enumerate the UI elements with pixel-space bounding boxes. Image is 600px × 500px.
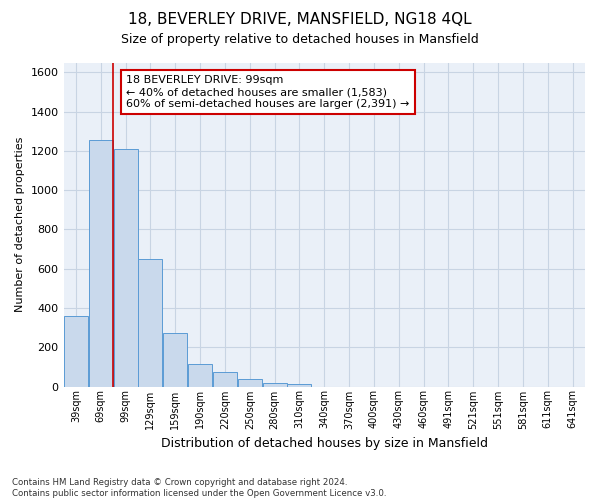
X-axis label: Distribution of detached houses by size in Mansfield: Distribution of detached houses by size …: [161, 437, 488, 450]
Bar: [113, 149, 137, 386]
Bar: [213, 372, 237, 386]
Text: 18, BEVERLEY DRIVE, MANSFIELD, NG18 4QL: 18, BEVERLEY DRIVE, MANSFIELD, NG18 4QL: [128, 12, 472, 28]
Text: Contains HM Land Registry data © Crown copyright and database right 2024.
Contai: Contains HM Land Registry data © Crown c…: [12, 478, 386, 498]
Bar: [139, 259, 163, 386]
Bar: [188, 364, 212, 386]
Text: Size of property relative to detached houses in Mansfield: Size of property relative to detached ho…: [121, 32, 479, 46]
Bar: [163, 334, 187, 386]
Bar: [287, 384, 311, 386]
Bar: [263, 382, 287, 386]
Y-axis label: Number of detached properties: Number of detached properties: [15, 137, 25, 312]
Bar: [238, 378, 262, 386]
Bar: [64, 316, 88, 386]
Bar: [89, 140, 113, 386]
Text: 18 BEVERLEY DRIVE: 99sqm
← 40% of detached houses are smaller (1,583)
60% of sem: 18 BEVERLEY DRIVE: 99sqm ← 40% of detach…: [126, 76, 409, 108]
